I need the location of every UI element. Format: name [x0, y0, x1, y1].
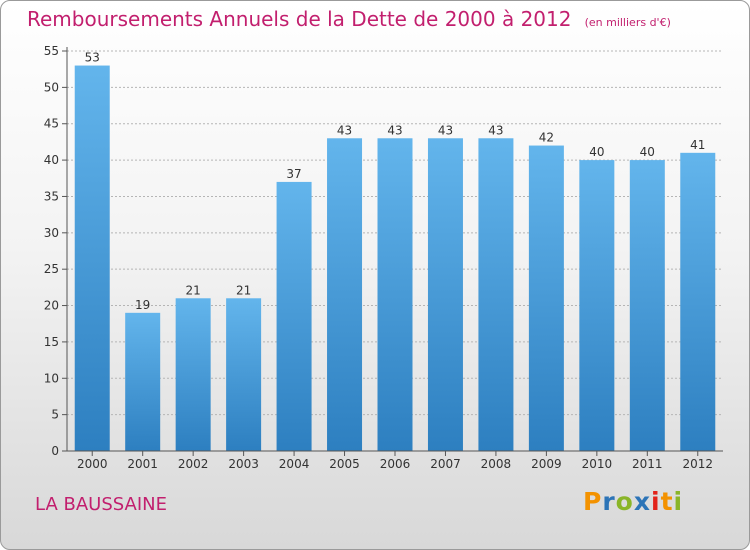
value-label: 43	[387, 123, 402, 137]
y-tick-label: 25	[44, 262, 59, 276]
y-tick-label: 55	[44, 44, 59, 58]
value-labels: 53 19 21 21 37 43 43 43 43 42 40 40 41	[85, 51, 706, 312]
logo-letter: r	[602, 487, 616, 516]
bar-2004	[276, 181, 312, 451]
bar-2007	[427, 138, 463, 452]
unit-text: (en milliers d'€)	[584, 16, 671, 29]
x-tick-label: 2011	[632, 457, 663, 471]
y-tick-label: 40	[44, 153, 59, 167]
value-label: 21	[186, 283, 201, 297]
title-text: Remboursements Annuels de la Dette de 20…	[27, 7, 572, 31]
logo-letter: i	[673, 487, 684, 516]
value-label: 19	[135, 298, 150, 312]
y-tick-label: 30	[44, 226, 59, 240]
axes: 0 5 10 15 20 25 30 35 40 45 50 55 2000 2001 2002 2003 20…	[44, 44, 723, 471]
bar-2003	[226, 298, 262, 451]
logo-letter: x	[633, 487, 651, 516]
x-tick-label: 2009	[531, 457, 562, 471]
bar-2012	[680, 152, 716, 451]
bars	[74, 65, 716, 452]
logo-letter: o	[615, 487, 634, 516]
bar-2002	[175, 298, 211, 451]
y-tick-label: 5	[51, 408, 59, 422]
logo-letter: i	[651, 487, 661, 516]
x-tick-label: 2010	[582, 457, 613, 471]
x-tick-label: 2003	[228, 457, 259, 471]
bar-2011	[629, 160, 665, 451]
bar-2000	[74, 65, 110, 451]
x-tick-label: 2007	[430, 457, 461, 471]
bar-2001	[125, 312, 161, 451]
commune-name: LA BAUSSAINE	[35, 494, 167, 515]
y-tick-label: 10	[44, 371, 59, 385]
value-label: 41	[690, 138, 705, 152]
value-label: 21	[236, 283, 251, 297]
value-label: 43	[337, 123, 352, 137]
bar-2005	[327, 138, 363, 452]
x-tick-label: 2006	[380, 457, 411, 471]
bar-2006	[377, 138, 413, 452]
logo-letter: t	[660, 487, 674, 516]
bar-2010	[579, 160, 615, 451]
value-label: 53	[85, 51, 100, 65]
bar-2008	[478, 138, 514, 452]
x-tick-label: 2001	[127, 457, 158, 471]
value-label: 43	[438, 123, 453, 137]
value-label: 42	[539, 131, 554, 145]
x-tick-label: 2000	[77, 457, 108, 471]
value-label: 43	[488, 123, 503, 137]
value-label: 40	[589, 145, 604, 159]
y-tick-label: 50	[44, 80, 59, 94]
x-tick-label: 2005	[329, 457, 360, 471]
y-tick-label: 0	[51, 444, 59, 458]
x-tick-label: 2012	[682, 457, 713, 471]
x-tick-label: 2002	[178, 457, 209, 471]
bar-2009	[528, 145, 564, 451]
y-tick-label: 35	[44, 189, 59, 203]
y-tick-label: 20	[44, 299, 59, 313]
y-tick-label: 15	[44, 335, 59, 349]
logo-letter: P	[583, 487, 603, 516]
value-label: 40	[640, 145, 655, 159]
value-label: 37	[286, 167, 301, 181]
chart-title: Remboursements Annuels de la Dette de 20…	[27, 7, 671, 31]
y-tick-label: 45	[44, 117, 59, 131]
proxiti-logo: Proxiti	[583, 487, 683, 516]
x-tick-label: 2004	[279, 457, 310, 471]
x-tick-label: 2008	[481, 457, 512, 471]
